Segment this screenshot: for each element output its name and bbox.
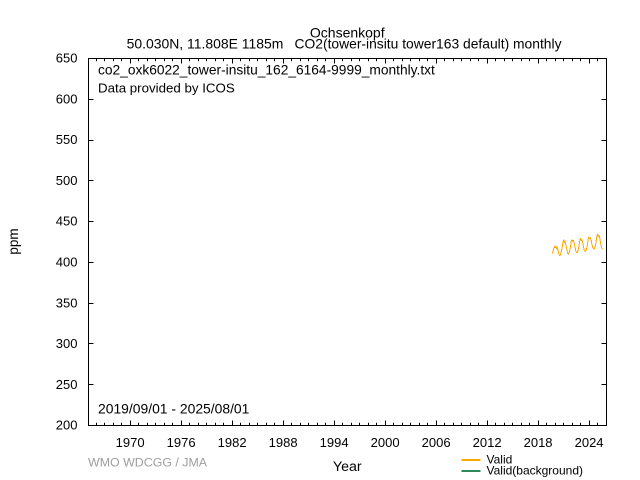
svg-text:Valid(background): Valid(background): [487, 464, 584, 478]
svg-text:Year: Year: [333, 459, 362, 475]
svg-text:1988: 1988: [269, 435, 298, 450]
svg-text:400: 400: [56, 254, 78, 269]
svg-text:600: 600: [56, 91, 78, 106]
svg-text:WMO WDCGG / JMA: WMO WDCGG / JMA: [88, 455, 208, 469]
svg-text:1982: 1982: [218, 435, 247, 450]
svg-text:1970: 1970: [116, 435, 145, 450]
svg-text:2018: 2018: [524, 435, 553, 450]
svg-text:550: 550: [56, 132, 78, 147]
svg-text:500: 500: [56, 173, 78, 188]
svg-text:2000: 2000: [371, 435, 400, 450]
svg-text:2024: 2024: [575, 435, 604, 450]
svg-text:2006: 2006: [422, 435, 451, 450]
svg-text:Data provided by ICOS: Data provided by ICOS: [98, 81, 235, 96]
svg-text:ppm: ppm: [6, 228, 21, 254]
svg-text:200: 200: [56, 418, 78, 433]
svg-text:300: 300: [56, 336, 78, 351]
svg-text:CO2(tower-insitu tower163 defa: CO2(tower-insitu tower163 default) month…: [295, 36, 562, 52]
svg-text:Valid: Valid: [487, 453, 513, 467]
svg-text:450: 450: [56, 214, 78, 229]
svg-text:2019/09/01 - 2025/08/01: 2019/09/01 - 2025/08/01: [98, 400, 250, 416]
svg-text:1976: 1976: [167, 435, 196, 450]
svg-text:350: 350: [56, 295, 78, 310]
svg-text:250: 250: [56, 377, 78, 392]
svg-text:Ochsenkopf: Ochsenkopf: [310, 25, 385, 41]
svg-text:650: 650: [56, 51, 78, 66]
svg-text:1994: 1994: [320, 435, 349, 450]
svg-text:50.030N, 11.808E 1185m: 50.030N, 11.808E 1185m: [127, 36, 284, 52]
svg-text:co2_oxk6022_tower-insitu_162_6: co2_oxk6022_tower-insitu_162_6164-9999_m…: [98, 63, 435, 78]
svg-text:2012: 2012: [473, 435, 502, 450]
